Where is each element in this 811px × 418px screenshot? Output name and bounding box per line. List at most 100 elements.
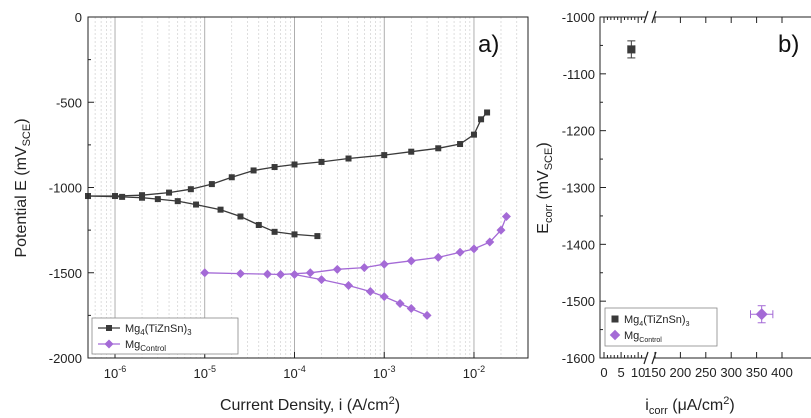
panel-a-legend-box bbox=[91, 317, 239, 355]
panel-b-y-label-mid: (mV bbox=[535, 170, 552, 204]
series-0-anodic-point bbox=[291, 161, 298, 168]
series-0-anodic-point bbox=[345, 155, 352, 162]
panel-b-x-label-sub: corr bbox=[649, 405, 668, 417]
panel-b-y-label-main: E bbox=[535, 223, 552, 234]
series-1-cathodic-point bbox=[344, 281, 354, 291]
y-tick-label: 0 bbox=[75, 10, 82, 25]
legend-b-swatch-marker bbox=[611, 315, 619, 323]
legend-swatch-marker bbox=[104, 339, 114, 349]
panel-b-x-label-main: i bbox=[645, 397, 649, 414]
panel-a-series bbox=[85, 109, 511, 320]
x-tick-exponent: -2 bbox=[477, 364, 485, 374]
x-tick-exponent: -4 bbox=[298, 364, 306, 374]
series-0-anodic-point bbox=[208, 181, 215, 188]
series-0-cathodic-point bbox=[174, 198, 181, 205]
legend-b-control-sub: Control bbox=[639, 337, 662, 344]
b-x-tick-label: 10 bbox=[631, 365, 645, 380]
x-tick-exponent: -5 bbox=[208, 364, 216, 374]
series-1-anodic-point bbox=[469, 244, 479, 254]
panel-b-y-label-end: ) bbox=[535, 142, 552, 147]
b-y-tick-label: -1400 bbox=[562, 237, 595, 252]
series-1-cathodic-point bbox=[406, 304, 416, 314]
y-tick-label: -2000 bbox=[49, 351, 82, 366]
legend-a-mg4-end: (TiZnSn) bbox=[145, 323, 187, 335]
panel-a-frame bbox=[87, 16, 529, 359]
y-tick-label: -500 bbox=[56, 95, 82, 110]
legend-b-mg4-sub: 4 bbox=[639, 321, 643, 328]
panel-a-x-axis-label: Current Density, i (A/cm2) bbox=[220, 395, 400, 414]
series-0-anodic-point bbox=[112, 193, 119, 200]
legend-a-control-name: Mg bbox=[125, 339, 140, 351]
x-tick-exponent: -6 bbox=[118, 364, 126, 374]
legend-b-swatch-marker bbox=[609, 329, 621, 341]
series-0-anodic-point bbox=[187, 186, 194, 193]
series-0-anodic-point bbox=[484, 109, 491, 116]
panel-b-x-label-end: ) bbox=[729, 397, 734, 414]
series-1-cathodic-point bbox=[289, 269, 299, 279]
legend-b-mg4-name: Mg bbox=[624, 314, 639, 326]
x-tick-base: 10 bbox=[283, 366, 297, 381]
series-0-anodic-point bbox=[271, 164, 278, 171]
series-0-anodic-point bbox=[166, 189, 173, 196]
series-1-anodic-point bbox=[235, 269, 245, 279]
series-0-anodic-point bbox=[470, 131, 477, 138]
panel-a-y-axis-label: Potential E (mVSCE) bbox=[13, 118, 33, 257]
b-x-tick-label: 250 bbox=[695, 365, 717, 380]
series-0-anodic-point bbox=[250, 167, 257, 174]
b-y-tick-label: -1100 bbox=[563, 67, 595, 82]
panel-b: -1000 -1100 -1200 -1300 -1400 -1500 -1600 0 5 101… bbox=[535, 10, 811, 417]
series-1-cathodic-point bbox=[365, 287, 375, 297]
panel-b-y-axis-label: Ecorr (mVSCE) bbox=[535, 142, 555, 233]
panel-a-x-label-end: ) bbox=[395, 397, 400, 414]
legend-a-control-sub: Control bbox=[140, 344, 166, 353]
series-0-cathodic-point bbox=[154, 196, 161, 203]
b-y-tick-label: -1200 bbox=[562, 124, 595, 139]
legend-swatch-marker bbox=[106, 325, 112, 331]
series-0-anodic-point bbox=[318, 158, 325, 165]
x-tick-base: 10 bbox=[194, 366, 208, 381]
series-0-cathodic-point bbox=[139, 194, 146, 201]
series-0-anodic-point bbox=[478, 116, 485, 123]
series-1-anodic-point bbox=[359, 263, 369, 273]
series-1-anodic-point bbox=[276, 269, 286, 279]
b-x-tick-label: 400 bbox=[771, 365, 793, 380]
axis-break-slash bbox=[651, 351, 657, 365]
b-x-tick-label: 300 bbox=[720, 365, 742, 380]
panel-a-legend-mg4: Mg4(TiZnSn)3 bbox=[125, 323, 192, 337]
series-0-cathodic-point bbox=[217, 206, 224, 213]
b-x-tick-label: 350 bbox=[746, 365, 768, 380]
axis-break-gap bbox=[646, 352, 654, 364]
series-0-anodic-point bbox=[408, 148, 415, 155]
x-tick-label: 10-6 bbox=[104, 364, 126, 381]
panel-b-legend-control: MgControl bbox=[624, 330, 662, 344]
series-1-cathodic-point bbox=[379, 292, 389, 302]
panel-b-y-label-sub2: SCE bbox=[543, 148, 555, 171]
series-0-cathodic-point bbox=[119, 193, 126, 200]
series-1-anodic-point bbox=[379, 259, 389, 269]
b-x-tick-label: 150 bbox=[644, 365, 666, 380]
panel-b-x-axis-label: icorr (μA/cm2) bbox=[645, 395, 734, 417]
x-tick-base: 10 bbox=[463, 366, 477, 381]
x-tick-base: 10 bbox=[104, 366, 118, 381]
series-1-anodic-point bbox=[485, 237, 495, 247]
x-tick-label: 10-5 bbox=[194, 364, 216, 381]
panel-b-legend-mg4: Mg4(TiZnSn)3 bbox=[624, 314, 690, 328]
legend-a-mg4-name: Mg bbox=[125, 323, 140, 335]
x-tick-label: 10-3 bbox=[373, 364, 395, 381]
axis-break-gap bbox=[646, 11, 654, 23]
series-1-cathodic-point bbox=[422, 310, 432, 320]
panel-a-x-label-main: Current Density, i (A/cm bbox=[220, 397, 389, 414]
x-tick-base: 10 bbox=[373, 366, 387, 381]
panel-a-y-label-sub: SCE bbox=[21, 124, 33, 147]
series-1-cathodic-line bbox=[294, 273, 428, 316]
series-0-cathodic-point bbox=[193, 201, 200, 208]
b-y-tick-label: -1600 bbox=[562, 351, 595, 366]
series-1-anodic-point bbox=[455, 247, 465, 257]
y-tick-label: -1000 bbox=[49, 181, 82, 196]
b-x-tick-label: 5 bbox=[617, 365, 624, 380]
panel-b-frame bbox=[599, 16, 811, 359]
x-tick-label: 10-2 bbox=[463, 364, 485, 381]
